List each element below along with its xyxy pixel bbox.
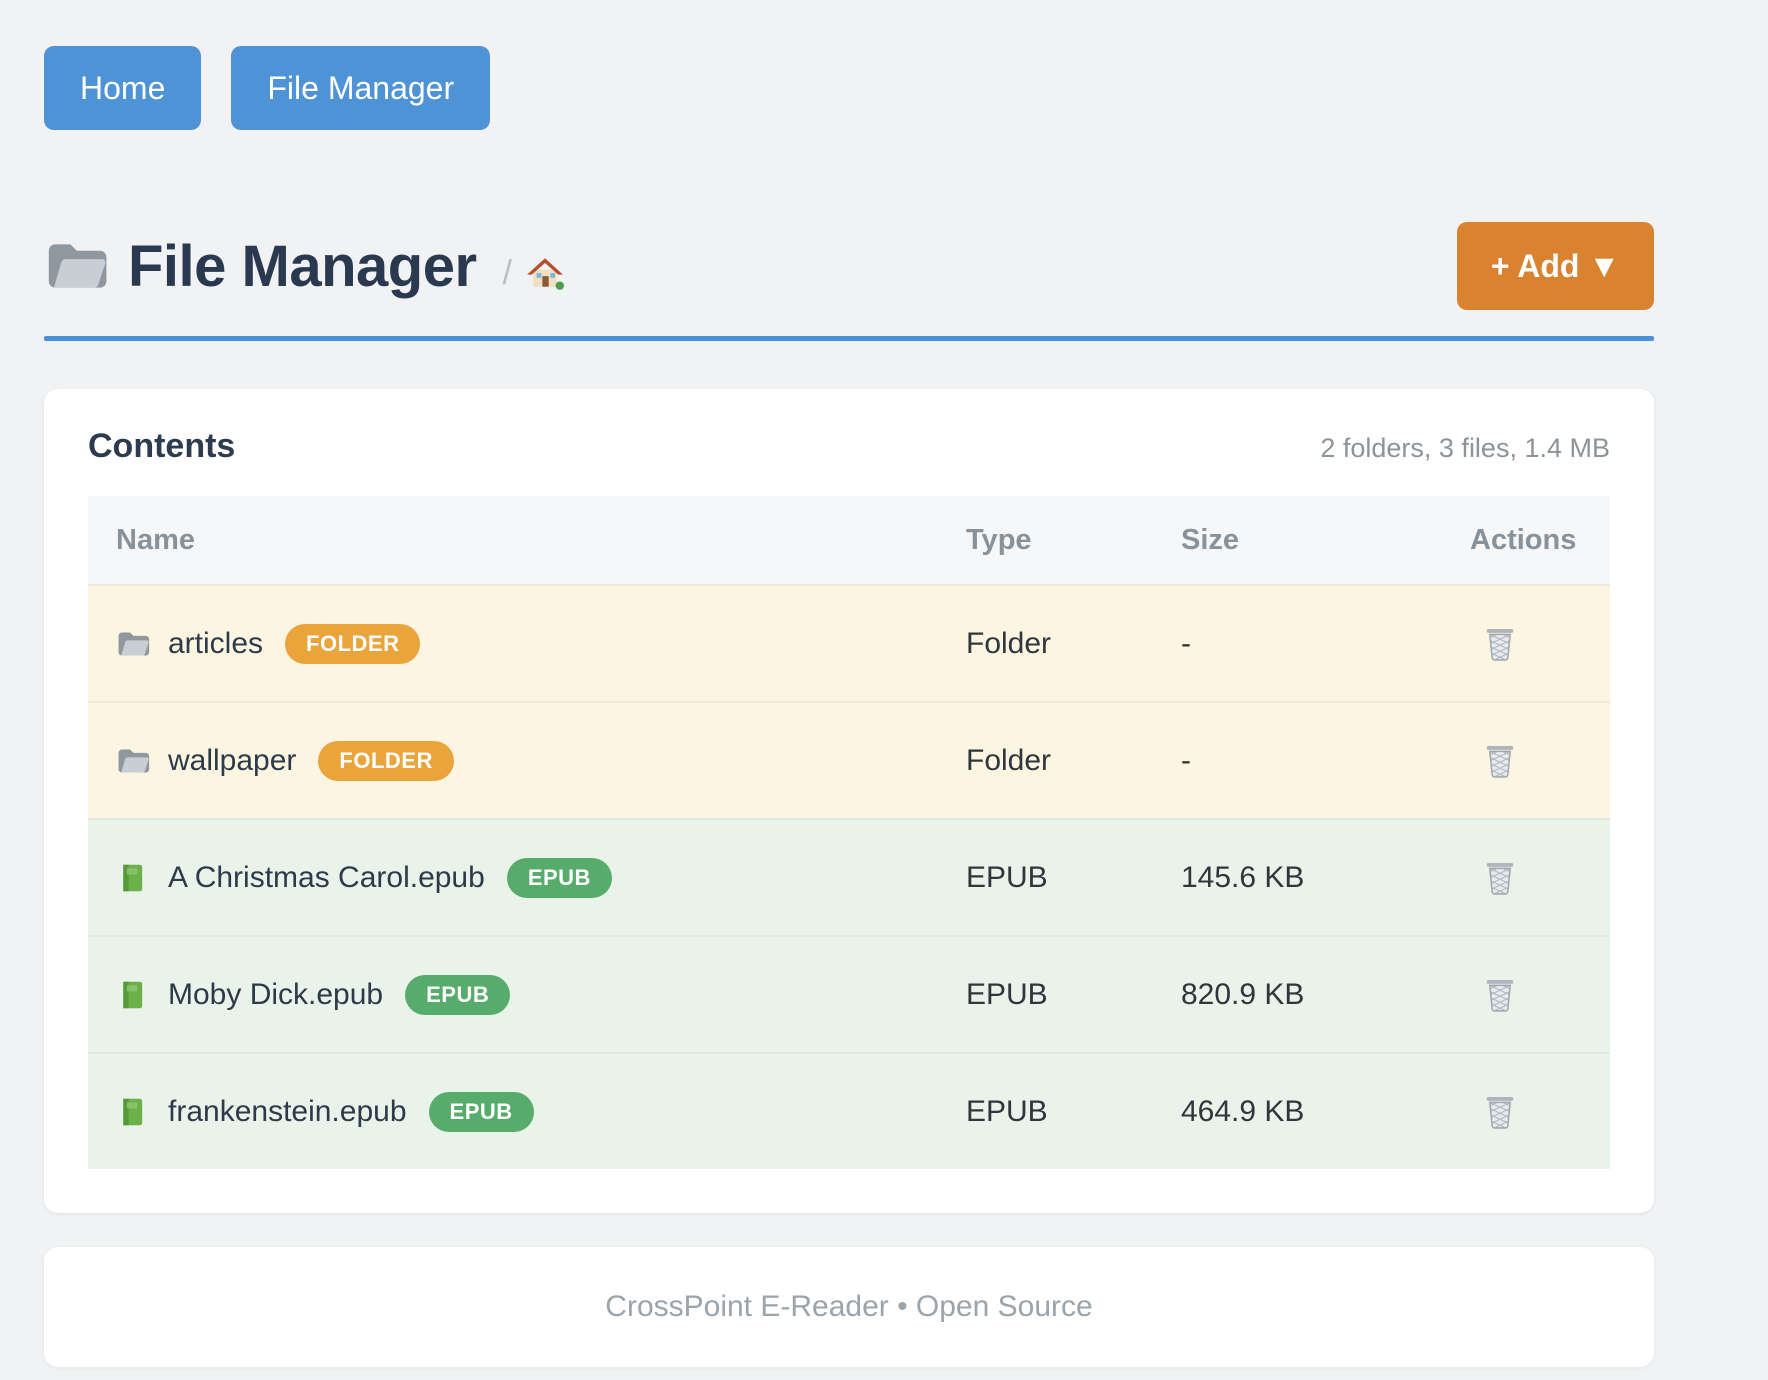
page-title: File Manager xyxy=(128,233,477,299)
trash-icon xyxy=(1484,977,1516,1013)
breadcrumb-separator: / xyxy=(502,253,512,292)
header-divider xyxy=(44,336,1654,341)
file-name[interactable]: articles xyxy=(168,626,264,660)
folder-badge: FOLDER xyxy=(285,623,421,664)
file-size: 464.9 KB xyxy=(1181,1094,1305,1128)
column-header-actions: Actions xyxy=(1470,523,1577,556)
table-row[interactable]: articles FOLDER Folder - xyxy=(88,584,1610,701)
epub-badge: EPUB xyxy=(428,1091,534,1132)
footer: CrossPoint E-Reader • Open Source xyxy=(44,1247,1654,1367)
trash-icon xyxy=(1484,626,1516,662)
file-type: EPUB xyxy=(966,1094,1048,1128)
page-header: File Manager / + Add ▼ xyxy=(44,222,1654,310)
file-type: EPUB xyxy=(966,977,1048,1011)
contents-heading: Contents xyxy=(88,427,236,465)
file-name[interactable]: A Christmas Carol.epub xyxy=(168,860,485,894)
delete-button[interactable] xyxy=(1484,626,1516,662)
trash-icon xyxy=(1484,860,1516,896)
file-type: Folder xyxy=(966,743,1052,777)
file-manager-button[interactable]: File Manager xyxy=(231,46,491,130)
file-name[interactable]: frankenstein.epub xyxy=(168,1094,407,1128)
book-icon xyxy=(123,1098,144,1125)
home-icon[interactable] xyxy=(526,255,564,291)
contents-card: Contents 2 folders, 3 files, 1.4 MB Name… xyxy=(44,389,1654,1213)
table-row[interactable]: Moby Dick.epub EPUB EPUB 820.9 KB xyxy=(88,935,1610,1052)
file-name[interactable]: Moby Dick.epub xyxy=(168,977,384,1011)
epub-badge: EPUB xyxy=(506,857,612,898)
add-button[interactable]: + Add ▼ xyxy=(1456,222,1654,310)
footer-text: CrossPoint E-Reader • Open Source xyxy=(605,1290,1093,1323)
delete-button[interactable] xyxy=(1484,860,1516,896)
book-icon xyxy=(123,864,144,891)
book-icon xyxy=(123,981,144,1008)
file-size: - xyxy=(1181,743,1191,777)
table-header: Name Type Size Actions xyxy=(88,496,1610,584)
file-size: 820.9 KB xyxy=(1181,977,1305,1011)
file-size: 145.6 KB xyxy=(1181,860,1305,894)
trash-icon xyxy=(1484,1094,1516,1130)
file-size: - xyxy=(1181,626,1191,660)
title-group: File Manager / xyxy=(44,233,564,300)
table-row[interactable]: wallpaper FOLDER Folder - xyxy=(88,701,1610,818)
column-header-name: Name xyxy=(116,523,195,556)
folder-icon xyxy=(48,244,107,288)
delete-button[interactable] xyxy=(1484,743,1516,779)
folder-icon xyxy=(118,749,150,772)
folder-badge: FOLDER xyxy=(318,740,454,781)
top-navigation: Home File Manager xyxy=(44,0,1654,130)
file-name[interactable]: wallpaper xyxy=(168,743,297,777)
table-row[interactable]: frankenstein.epub EPUB EPUB 464.9 KB xyxy=(88,1052,1610,1169)
file-table: Name Type Size Actions articles FOLDER F… xyxy=(88,496,1610,1169)
column-header-size: Size xyxy=(1181,523,1240,556)
column-header-type: Type xyxy=(966,523,1032,556)
folder-icon xyxy=(118,632,150,655)
home-button[interactable]: Home xyxy=(44,46,202,130)
contents-summary: 2 folders, 3 files, 1.4 MB xyxy=(1320,433,1610,463)
delete-button[interactable] xyxy=(1484,1094,1516,1130)
epub-badge: EPUB xyxy=(405,974,511,1015)
delete-button[interactable] xyxy=(1484,977,1516,1013)
file-type: Folder xyxy=(966,626,1052,660)
table-row[interactable]: A Christmas Carol.epub EPUB EPUB 145.6 K… xyxy=(88,818,1610,935)
trash-icon xyxy=(1484,743,1516,779)
file-type: EPUB xyxy=(966,860,1048,894)
